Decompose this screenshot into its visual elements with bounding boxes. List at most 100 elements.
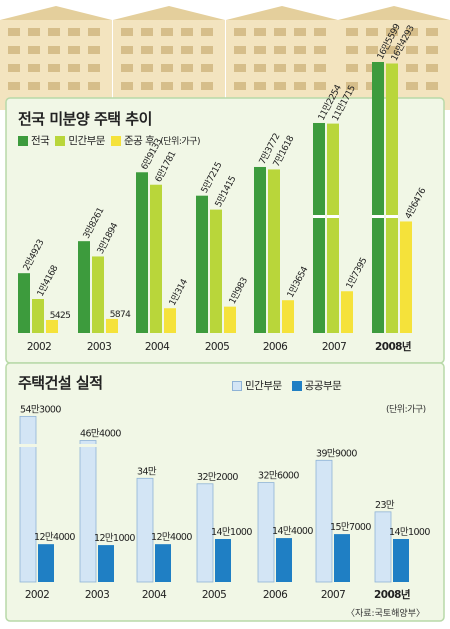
building-window <box>314 64 326 72</box>
bar-national <box>78 241 90 333</box>
legend-label: 민간부문 <box>68 135 105 147</box>
bar-national <box>18 273 30 333</box>
building-window <box>201 46 213 54</box>
axis-break-mark <box>372 215 384 218</box>
legend-item-private: 민간부문 <box>55 133 105 148</box>
building-window <box>426 64 438 72</box>
data-label: 14만1000 <box>211 527 252 538</box>
building-window <box>294 82 306 90</box>
bar-private-build <box>257 482 275 583</box>
building-window <box>68 28 80 36</box>
building-window <box>28 64 40 72</box>
building-roof <box>226 6 338 20</box>
building-window <box>294 28 306 36</box>
x-tick-label: 2007 <box>321 589 345 601</box>
building-window <box>234 46 246 54</box>
building-window <box>346 46 358 54</box>
building-window <box>161 28 173 36</box>
bar-after-completion <box>224 306 236 333</box>
legend-swatch <box>232 380 242 391</box>
building-window <box>28 82 40 90</box>
building-window <box>294 64 306 72</box>
bar-private-build <box>315 459 333 583</box>
x-tick-label: 2008년 <box>375 340 411 353</box>
bar-private <box>327 123 339 334</box>
building-window <box>346 28 358 36</box>
building-window <box>386 28 398 36</box>
data-label: 39만9000 <box>316 448 357 459</box>
building-window <box>88 64 100 72</box>
chart2-unit: (단위:가구) <box>386 405 426 415</box>
building-window <box>274 28 286 36</box>
x-tick-label: 2005 <box>205 341 229 353</box>
bar-public-build <box>98 545 114 582</box>
building-window <box>314 46 326 54</box>
building-window <box>141 64 153 72</box>
bar-national <box>196 195 208 333</box>
building-window <box>406 82 418 90</box>
building-window <box>254 46 266 54</box>
chart1-title: 전국 미분양 주택 추이 <box>18 110 152 128</box>
building-window <box>234 82 246 90</box>
legend-item-completed: 준공 후 <box>110 133 155 148</box>
building-window <box>28 46 40 54</box>
axis-break-mark <box>386 215 398 218</box>
building-window <box>181 46 193 54</box>
building-window <box>426 82 438 90</box>
building-window <box>254 82 266 90</box>
building-window <box>68 82 80 90</box>
bar-public-build <box>215 538 231 582</box>
x-tick-label: 2003 <box>85 589 109 601</box>
bar-private-build <box>374 511 392 583</box>
building-window <box>181 28 193 36</box>
data-label: 32만6000 <box>258 471 299 482</box>
building-window <box>48 82 60 90</box>
legend-swatch <box>291 380 302 391</box>
building-window <box>161 82 173 90</box>
building-window <box>346 64 358 72</box>
building-window <box>161 46 173 54</box>
bar-after-completion <box>341 291 353 333</box>
x-tick-label: 2005 <box>202 589 226 601</box>
bar-private <box>268 169 280 333</box>
building-window <box>201 64 213 72</box>
data-label: 23만 <box>375 500 395 511</box>
building-window <box>121 46 133 54</box>
data-label: 12만4000 <box>151 532 192 543</box>
building-window <box>274 82 286 90</box>
building-window <box>426 28 438 36</box>
data-label: 54만3000 <box>20 404 61 415</box>
bar-private <box>386 63 398 334</box>
data-label: 15만7000 <box>330 522 371 533</box>
building-window <box>121 64 133 72</box>
chart1-unit: (단위:가구) <box>160 137 200 147</box>
building-window <box>8 28 20 36</box>
building-window <box>406 28 418 36</box>
legend-label: 공공부문 <box>304 380 342 392</box>
legend-swatch <box>55 135 66 146</box>
chart2-title: 주택건설 실적 <box>18 374 103 392</box>
building-window <box>48 46 60 54</box>
building-facade <box>338 6 450 110</box>
chart2-legend: 민간부문 공공부문 <box>232 378 347 393</box>
legend-item-private-build: 민간부문 <box>232 378 282 393</box>
data-label: 34만 <box>137 466 157 477</box>
building-window <box>406 46 418 54</box>
building-window <box>68 64 80 72</box>
bar-national <box>372 62 384 333</box>
x-tick-label: 2007 <box>322 341 346 353</box>
legend-swatch <box>18 135 28 146</box>
x-tick-label: 2003 <box>87 341 111 353</box>
data-label: 5425 <box>50 311 71 321</box>
building-window <box>8 82 20 90</box>
building-facade <box>226 6 338 110</box>
building-window <box>426 46 438 54</box>
bar-private-build <box>79 440 97 583</box>
building-window <box>88 82 100 90</box>
building-window <box>161 64 173 72</box>
axis-break-mark <box>79 444 97 447</box>
axis-break-mark <box>327 215 339 218</box>
bar-private <box>150 184 162 333</box>
x-tick-label: 2002 <box>25 589 49 601</box>
